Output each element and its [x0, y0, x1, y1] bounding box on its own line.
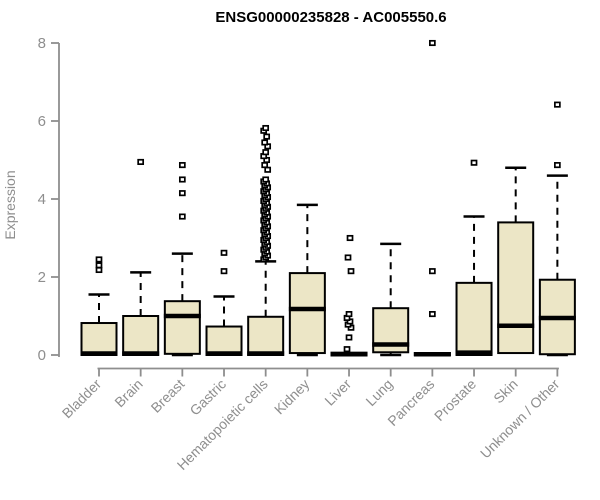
box-rect — [80, 322, 118, 356]
outlier-point — [262, 176, 270, 183]
outlier-point — [261, 139, 269, 146]
outlier-point — [344, 254, 352, 261]
chart-title: ENSG00000235828 - AC005550.6 — [215, 9, 446, 26]
outlier-point — [429, 311, 436, 318]
box-breast — [163, 162, 201, 357]
x-tick-label: Skin — [490, 376, 521, 407]
outlier-point — [95, 262, 103, 269]
outlier-point — [261, 162, 269, 169]
outlier-point — [554, 101, 561, 108]
box-rect — [497, 221, 535, 355]
outlier-point — [345, 311, 353, 318]
outlier-point — [429, 39, 436, 47]
x-tick-label: Breast — [148, 376, 188, 416]
box-kidney — [288, 203, 326, 357]
box-rect — [288, 272, 326, 355]
boxes-layer — [80, 39, 576, 357]
outlier-point — [346, 234, 354, 242]
outlier-point — [470, 159, 478, 166]
outlier-point — [345, 334, 353, 341]
x-tick-label: Kidney — [271, 376, 313, 418]
outlier-point — [554, 162, 561, 169]
box-prostate — [455, 159, 493, 357]
outlier-point — [178, 190, 186, 197]
x-tick-label: Unknown / Other — [477, 376, 563, 462]
box-hematopoietic-cells — [247, 124, 285, 356]
outlier-point — [429, 268, 436, 275]
outlier-point — [220, 249, 228, 256]
box-unknown-other — [538, 101, 576, 357]
box-rect — [122, 315, 160, 356]
outlier-point — [263, 133, 271, 140]
x-tick-label: Brain — [111, 376, 145, 410]
outlier-point — [95, 266, 103, 274]
y-tick-label: 8 — [38, 35, 46, 52]
box-rect — [455, 281, 493, 357]
box-rect — [205, 325, 243, 356]
box-pancreas — [413, 39, 451, 357]
box-bladder — [80, 256, 118, 356]
outlier-point — [347, 268, 355, 275]
y-tick-label: 2 — [38, 269, 46, 286]
outlier-point — [343, 346, 351, 353]
outlier-point — [95, 256, 103, 263]
box-rect — [247, 315, 285, 356]
outlier-point — [137, 158, 145, 166]
y-tick-label: 0 — [38, 347, 46, 364]
y-tick-label: 4 — [38, 191, 46, 208]
box-rect — [163, 300, 201, 355]
outlier-point — [178, 162, 186, 169]
box-lung — [372, 242, 410, 357]
box-brain — [122, 158, 160, 356]
outlier-point — [220, 268, 228, 275]
y-axis-label: Expression — [2, 170, 18, 239]
outlier-point — [262, 149, 270, 156]
outlier-point — [178, 176, 186, 183]
y-tick-label: 6 — [38, 113, 46, 130]
box-skin — [497, 166, 535, 355]
x-tick-label: Prostate — [431, 376, 479, 424]
x-tick-label: Liver — [321, 376, 354, 409]
outlier-point — [262, 124, 270, 132]
outlier-point — [178, 213, 186, 220]
box-liver — [330, 234, 368, 357]
box-gastric — [205, 249, 243, 356]
outlier-point — [264, 166, 272, 173]
x-tick-label: Lung — [362, 376, 395, 409]
x-tick-label: Bladder — [59, 376, 105, 422]
